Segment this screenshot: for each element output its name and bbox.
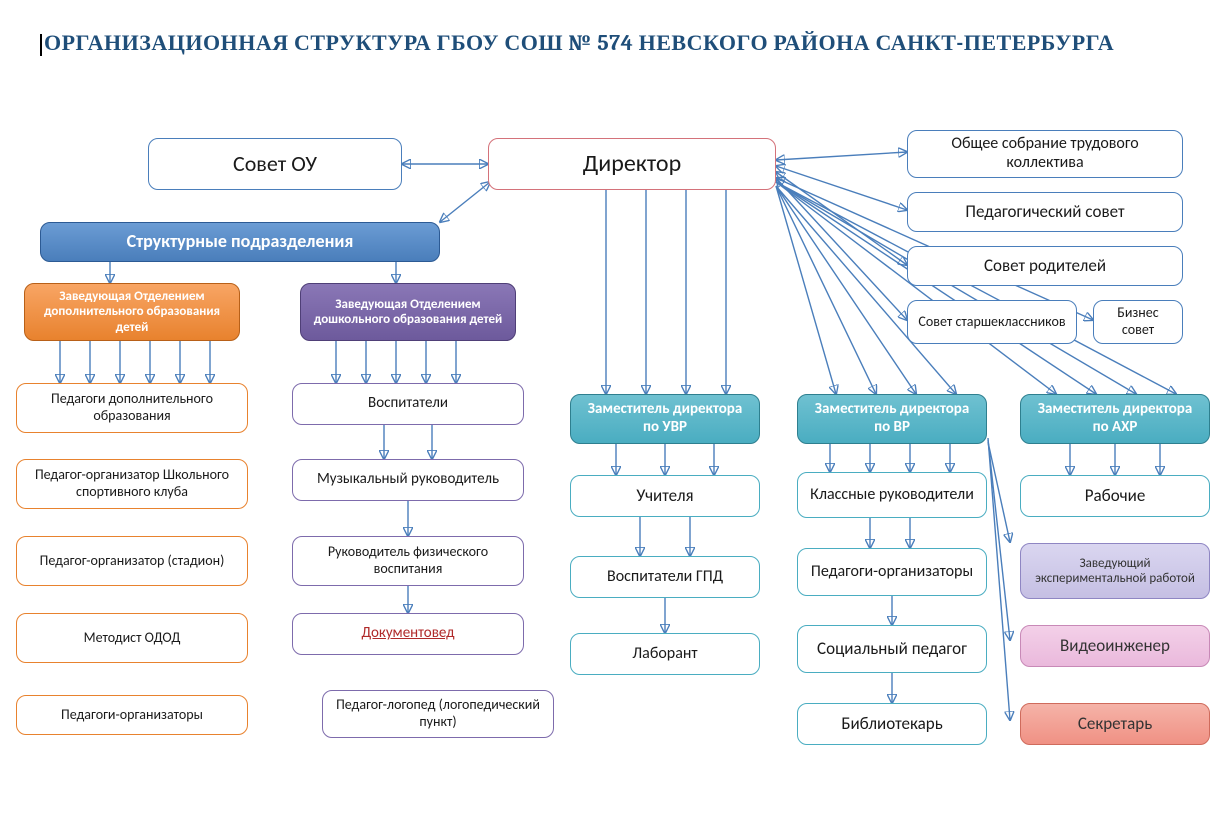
node-u3: Лаборант xyxy=(570,633,760,675)
node-o2: Педагог-организатор Школьного спортивног… xyxy=(16,459,248,509)
node-a2: Заведующий экспериментальной работой xyxy=(1020,543,1210,599)
node-business_council: Бизнес совет xyxy=(1093,300,1183,344)
node-parents_council: Совет родителей xyxy=(907,246,1183,286)
node-seniors_council: Совет старшеклассников xyxy=(907,300,1077,344)
node-v2: Педагоги-организаторы xyxy=(797,548,987,596)
node-o4: Методист ОДОД xyxy=(16,613,248,663)
node-dep_uvr: Заместитель директора по УВР xyxy=(570,394,760,444)
node-u1: Учителя xyxy=(570,475,760,517)
node-sovet_ou: Совет ОУ xyxy=(148,138,402,190)
node-v3: Социальный педагог xyxy=(797,625,987,673)
node-o1: Педагоги дополнительного образования xyxy=(16,383,248,433)
node-p2: Музыкальный руководитель xyxy=(292,459,524,501)
node-head_preedu: Заведующая Отделением дошкольного образо… xyxy=(300,283,516,341)
node-head_addedu: Заведующая Отделением дополнительного об… xyxy=(24,283,240,341)
node-p3: Руководитель физического воспитания xyxy=(292,536,524,586)
node-a3: Видеоинженер xyxy=(1020,625,1210,667)
node-p4: Документовед xyxy=(292,613,524,655)
page-title: ОРГАНИЗАЦИОННАЯ СТРУКТУРА ГБОУ СОШ № 574… xyxy=(44,30,1114,56)
text-cursor xyxy=(40,34,42,56)
node-u2: Воспитатели ГПД xyxy=(570,556,760,598)
node-a1: Рабочие xyxy=(1020,475,1210,517)
node-dep_vr: Заместитель директора по ВР xyxy=(797,394,987,444)
node-struct_subdiv: Структурные подразделения xyxy=(40,222,440,262)
node-o5: Педагоги-организаторы xyxy=(16,695,248,735)
node-a4: Секретарь xyxy=(1020,703,1210,745)
node-v4: Библиотекарь xyxy=(797,703,987,745)
node-p1: Воспитатели xyxy=(292,383,524,425)
node-director: Директор xyxy=(488,138,776,190)
node-v1: Классные руководители xyxy=(797,472,987,518)
node-assembly: Общее собрание трудового коллектива xyxy=(907,130,1183,178)
node-dep_ahr: Заместитель директора по АХР xyxy=(1020,394,1210,444)
node-p5: Педагог-логопед (логопедический пункт) xyxy=(322,690,554,738)
node-o3: Педагог-организатор (стадион) xyxy=(16,536,248,586)
node-ped_council: Педагогический совет xyxy=(907,192,1183,232)
